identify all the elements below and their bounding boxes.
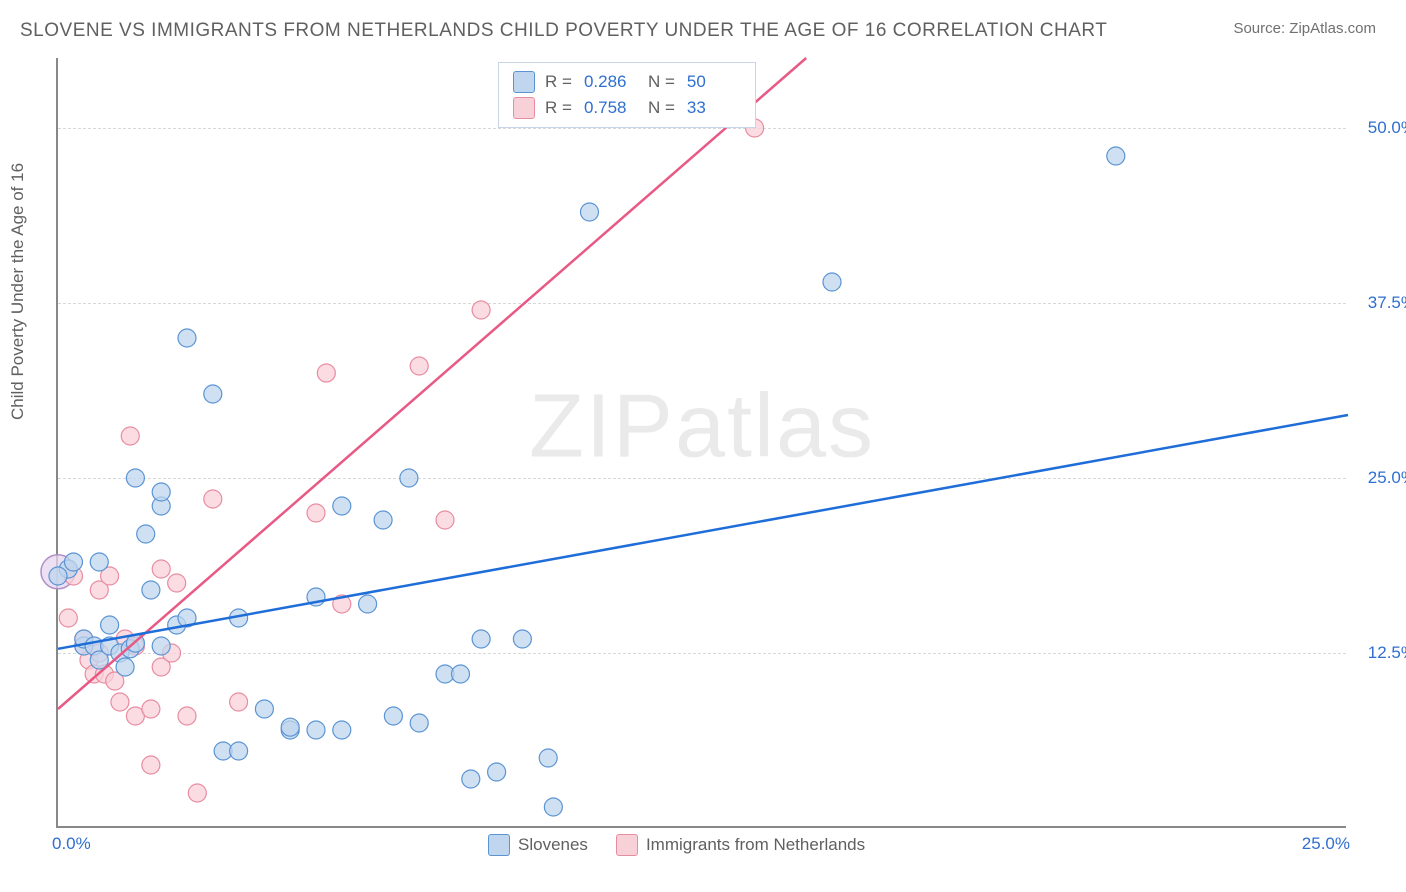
data-point [255, 700, 273, 718]
data-point [580, 203, 598, 221]
data-point [101, 616, 119, 634]
data-point [152, 637, 170, 655]
swatch-slovenes-legend [488, 834, 510, 856]
data-point [462, 770, 480, 788]
data-point [230, 693, 248, 711]
data-point [451, 665, 469, 683]
data-point [121, 427, 139, 445]
legend-item-immigrants: Immigrants from Netherlands [616, 834, 865, 856]
data-point [436, 511, 454, 529]
data-point [317, 364, 335, 382]
data-point [90, 553, 108, 571]
x-tick-max: 25.0% [1302, 834, 1350, 854]
series-legend: Slovenes Immigrants from Netherlands [488, 834, 865, 856]
data-point [472, 630, 490, 648]
data-point [823, 273, 841, 291]
data-point [188, 784, 206, 802]
data-point [178, 707, 196, 725]
y-tick-label: 50.0% [1356, 118, 1406, 138]
data-point [137, 525, 155, 543]
data-point [374, 511, 392, 529]
data-point [539, 749, 557, 767]
data-point [152, 483, 170, 501]
correlation-stats-box: R =0.286 N =50 R =0.758 N =33 [498, 62, 756, 128]
data-point [59, 609, 77, 627]
data-point [400, 469, 418, 487]
data-point [410, 714, 428, 732]
scatter-plot-svg [58, 58, 1346, 826]
data-point [142, 700, 160, 718]
data-point [1107, 147, 1125, 165]
swatch-slovenes [513, 71, 535, 93]
data-point [359, 595, 377, 613]
data-point [513, 630, 531, 648]
data-point [64, 553, 82, 571]
data-point [230, 742, 248, 760]
data-point [333, 497, 351, 515]
data-point [142, 581, 160, 599]
data-point [384, 707, 402, 725]
x-tick-min: 0.0% [52, 834, 91, 854]
legend-label: Immigrants from Netherlands [646, 835, 865, 855]
data-point [168, 574, 186, 592]
data-point [410, 357, 428, 375]
chart-plot-area: ZIPatlas 12.5%25.0%37.5%50.0% R =0.286 N… [56, 58, 1346, 828]
regression-line [58, 58, 806, 709]
data-point [116, 658, 134, 676]
data-point [488, 763, 506, 781]
source-attribution: Source: ZipAtlas.com [1233, 20, 1376, 37]
data-point [49, 567, 67, 585]
data-point [281, 718, 299, 736]
data-point [204, 490, 222, 508]
swatch-immigrants-legend [616, 834, 638, 856]
data-point [111, 693, 129, 711]
legend-item-slovenes: Slovenes [488, 834, 588, 856]
swatch-immigrants [513, 97, 535, 119]
y-axis-label: Child Poverty Under the Age of 16 [8, 163, 28, 420]
regression-line [58, 415, 1348, 649]
legend-label: Slovenes [518, 835, 588, 855]
data-point [333, 721, 351, 739]
data-point [307, 504, 325, 522]
chart-title: SLOVENE VS IMMIGRANTS FROM NETHERLANDS C… [20, 20, 1107, 42]
stats-row-immigrants: R =0.758 N =33 [513, 95, 741, 121]
y-tick-label: 25.0% [1356, 468, 1406, 488]
y-tick-label: 12.5% [1356, 643, 1406, 663]
data-point [152, 560, 170, 578]
data-point [204, 385, 222, 403]
data-point [178, 329, 196, 347]
y-tick-label: 37.5% [1356, 293, 1406, 313]
data-point [126, 469, 144, 487]
data-point [544, 798, 562, 816]
data-point [142, 756, 160, 774]
data-point [472, 301, 490, 319]
stats-row-slovenes: R =0.286 N =50 [513, 69, 741, 95]
data-point [307, 721, 325, 739]
